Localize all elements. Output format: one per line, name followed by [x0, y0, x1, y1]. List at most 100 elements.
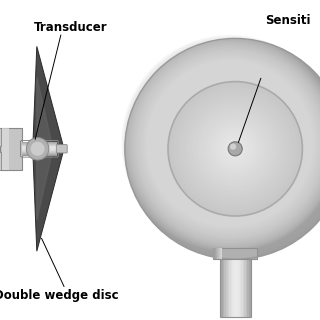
Text: Transducer: Transducer: [34, 21, 107, 34]
Text: Sensiti: Sensiti: [265, 14, 310, 27]
Circle shape: [125, 39, 320, 248]
Circle shape: [180, 93, 291, 204]
Circle shape: [169, 83, 301, 215]
Circle shape: [183, 96, 288, 201]
Circle shape: [227, 141, 243, 157]
Circle shape: [152, 66, 318, 232]
Circle shape: [194, 108, 276, 190]
Circle shape: [125, 38, 320, 259]
Circle shape: [230, 143, 241, 154]
Circle shape: [158, 71, 313, 226]
Circle shape: [140, 53, 319, 233]
Circle shape: [122, 35, 320, 252]
Bar: [22, 147, 57, 148]
Circle shape: [211, 124, 260, 173]
Circle shape: [179, 92, 292, 205]
Circle shape: [171, 84, 300, 213]
Text: Double wedge disc: Double wedge disc: [0, 290, 118, 302]
Circle shape: [188, 102, 282, 196]
Polygon shape: [243, 259, 244, 317]
Circle shape: [232, 146, 238, 152]
Circle shape: [230, 143, 241, 154]
Circle shape: [177, 91, 293, 207]
Circle shape: [166, 80, 304, 218]
Bar: [22, 154, 57, 155]
Polygon shape: [217, 248, 218, 259]
Circle shape: [197, 111, 273, 187]
Bar: [22, 150, 57, 151]
Circle shape: [221, 135, 249, 163]
Polygon shape: [224, 259, 226, 317]
Circle shape: [128, 41, 320, 256]
Polygon shape: [238, 259, 240, 317]
Circle shape: [224, 138, 246, 160]
Circle shape: [184, 98, 286, 200]
Bar: [22, 149, 57, 150]
Bar: [22, 142, 57, 143]
Circle shape: [196, 110, 274, 188]
Circle shape: [172, 85, 299, 212]
Polygon shape: [216, 248, 217, 259]
Circle shape: [144, 58, 320, 240]
Circle shape: [186, 99, 285, 198]
Polygon shape: [235, 259, 237, 317]
Circle shape: [210, 124, 260, 174]
Polygon shape: [247, 259, 249, 317]
Bar: [0, 128, 1, 146]
Circle shape: [227, 140, 244, 157]
Circle shape: [147, 61, 312, 226]
Circle shape: [173, 87, 297, 211]
Polygon shape: [249, 259, 251, 317]
Polygon shape: [214, 248, 216, 259]
Polygon shape: [234, 259, 235, 317]
Bar: [22, 152, 57, 153]
Circle shape: [141, 55, 320, 243]
Polygon shape: [221, 259, 223, 317]
Circle shape: [214, 127, 257, 170]
Circle shape: [138, 52, 320, 235]
Circle shape: [203, 116, 268, 181]
Polygon shape: [229, 259, 231, 317]
Circle shape: [195, 108, 276, 189]
Circle shape: [147, 60, 320, 237]
Polygon shape: [220, 259, 221, 317]
Circle shape: [145, 59, 314, 228]
Polygon shape: [237, 259, 238, 317]
Circle shape: [205, 118, 266, 179]
Circle shape: [150, 63, 320, 234]
Bar: [22, 155, 57, 156]
Circle shape: [136, 50, 320, 237]
Polygon shape: [240, 259, 241, 317]
Circle shape: [31, 142, 45, 156]
Circle shape: [134, 48, 320, 239]
Circle shape: [202, 116, 268, 182]
Polygon shape: [228, 259, 229, 317]
Circle shape: [224, 138, 246, 160]
Circle shape: [208, 122, 262, 176]
Circle shape: [213, 127, 257, 171]
FancyBboxPatch shape: [56, 145, 67, 153]
Polygon shape: [218, 248, 219, 259]
Polygon shape: [244, 259, 246, 317]
Circle shape: [219, 133, 251, 165]
Circle shape: [142, 55, 318, 231]
Bar: [22, 151, 57, 152]
Circle shape: [168, 82, 302, 216]
Polygon shape: [226, 259, 228, 317]
Polygon shape: [231, 259, 232, 317]
Circle shape: [131, 44, 320, 242]
Bar: [2, 128, 9, 170]
Circle shape: [132, 46, 320, 240]
Circle shape: [129, 43, 320, 244]
Circle shape: [206, 119, 265, 178]
Circle shape: [26, 138, 49, 160]
Circle shape: [222, 135, 249, 162]
Circle shape: [233, 146, 238, 151]
Circle shape: [216, 130, 254, 168]
Bar: [22, 153, 57, 154]
Bar: [22, 145, 57, 146]
Polygon shape: [223, 259, 224, 317]
Circle shape: [187, 100, 284, 197]
Circle shape: [136, 49, 320, 248]
Circle shape: [191, 105, 279, 193]
